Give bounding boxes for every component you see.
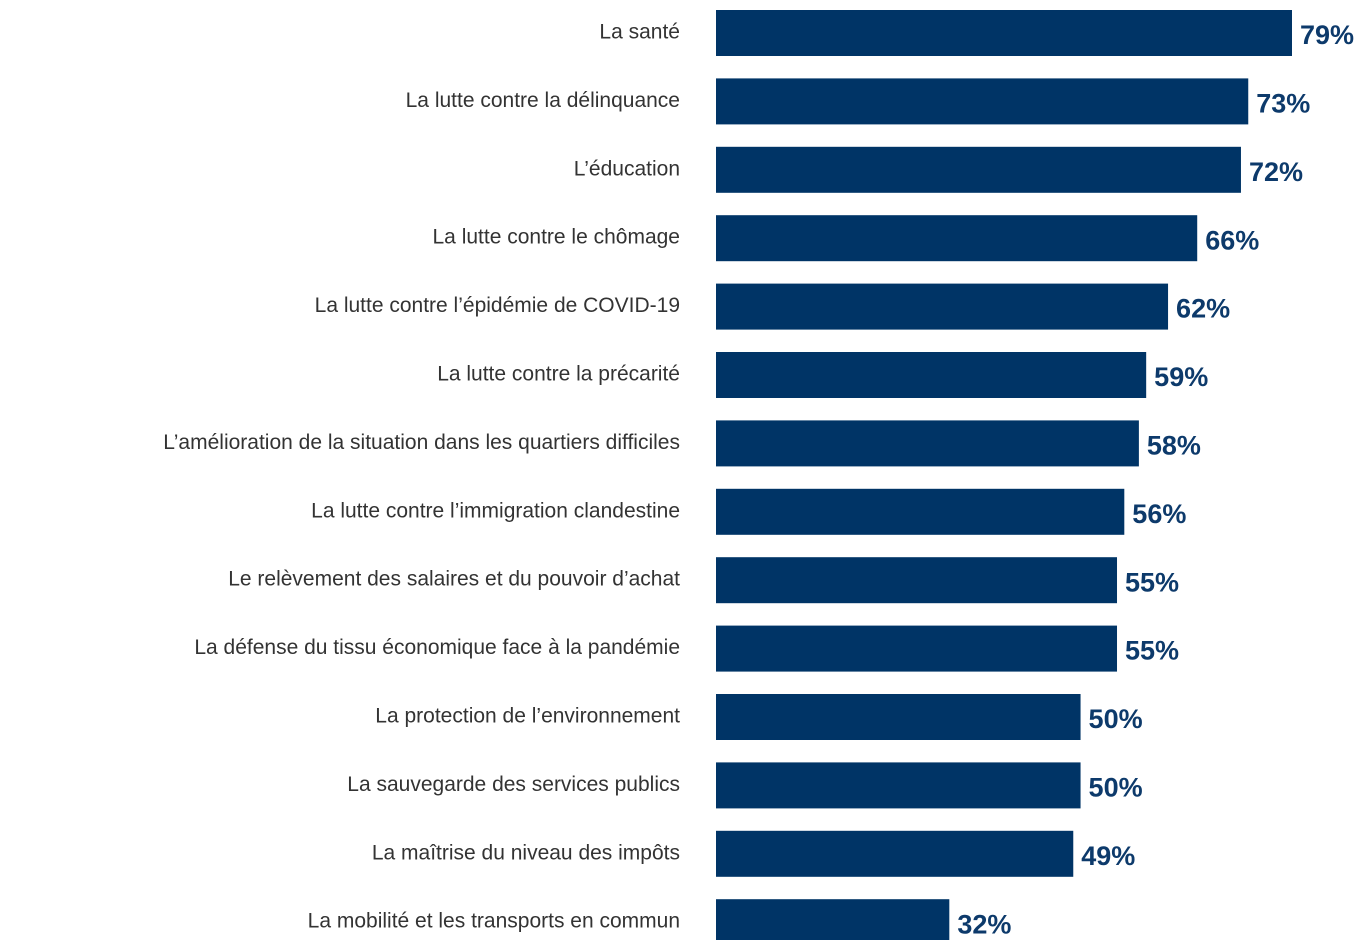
value-label: 55% xyxy=(1125,636,1179,666)
category-label: La mobilité et les transports en commun xyxy=(308,910,680,933)
value-label: 49% xyxy=(1081,841,1135,871)
category-label: La protection de l’environnement xyxy=(375,705,680,728)
category-label: L’amélioration de la situation dans les … xyxy=(163,431,680,454)
category-label: Le relèvement des salaires et du pouvoir… xyxy=(228,568,680,591)
category-label: La sauvegarde des services publics xyxy=(347,773,680,796)
bar xyxy=(716,762,1081,809)
bar xyxy=(716,557,1118,604)
value-label: 62% xyxy=(1176,294,1230,324)
category-label: La lutte contre la délinquance xyxy=(406,89,680,112)
bar xyxy=(716,420,1139,467)
category-label: La défense du tissu économique face à la… xyxy=(194,636,680,659)
bar xyxy=(716,146,1241,193)
bar xyxy=(716,830,1074,877)
bar xyxy=(716,488,1125,535)
value-label: 50% xyxy=(1089,773,1143,803)
bar xyxy=(716,10,1292,56)
category-label: La maîtrise du niveau des impôts xyxy=(372,841,680,864)
category-label: La santé xyxy=(599,21,680,44)
bar xyxy=(716,899,950,940)
bar xyxy=(716,283,1169,330)
category-label: La lutte contre l’immigration clandestin… xyxy=(311,499,680,522)
value-label: 79% xyxy=(1300,20,1354,50)
value-label: 72% xyxy=(1249,157,1303,187)
value-label: 56% xyxy=(1132,499,1186,529)
value-label: 58% xyxy=(1147,431,1201,461)
bar xyxy=(716,215,1198,262)
category-label: La lutte contre l’épidémie de COVID-19 xyxy=(315,294,680,317)
bar xyxy=(716,78,1249,125)
category-label: L’éducation xyxy=(574,157,680,180)
category-label: La lutte contre le chômage xyxy=(433,226,681,249)
value-label: 66% xyxy=(1205,225,1259,255)
value-label: 32% xyxy=(957,909,1011,939)
bar xyxy=(716,625,1118,672)
bar xyxy=(716,694,1081,740)
value-label: 55% xyxy=(1125,567,1179,597)
category-label: La lutte contre la précarité xyxy=(437,363,680,386)
value-label: 59% xyxy=(1154,362,1208,392)
bar xyxy=(716,352,1147,398)
value-label: 73% xyxy=(1256,89,1310,119)
value-label: 50% xyxy=(1089,704,1143,734)
